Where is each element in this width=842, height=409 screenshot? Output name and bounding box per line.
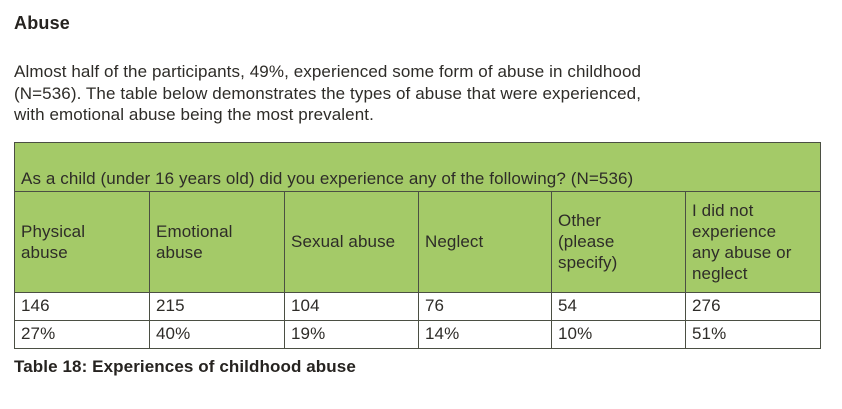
column-header-physical-abuse: Physical abuse (14, 190, 150, 293)
percent-emotional-abuse: 40% (149, 319, 285, 349)
report-page: Abuse Almost half of the participants, 4… (13, 13, 822, 376)
count-other: 54 (551, 291, 686, 321)
column-header-no-abuse-or-neglect: I did not experience any abuse or neglec… (684, 190, 822, 293)
percent-neglect: 14% (418, 319, 552, 349)
count-physical-abuse: 146 (14, 291, 150, 321)
table-percent-row: 27% 40% 19% 14% 10% 51% (14, 319, 822, 349)
column-header-other-please-specify: Other (please specify) (551, 190, 686, 293)
table-caption: Table 18: Experiences of childhood abuse (14, 356, 356, 376)
count-sexual-abuse: 104 (284, 291, 419, 321)
table-question-cell: As a child (under 16 years old) did you … (13, 141, 822, 192)
table-count-row: 146 215 104 76 54 276 (14, 291, 822, 321)
count-emotional-abuse: 215 (149, 291, 285, 321)
column-header-neglect: Neglect (418, 190, 552, 293)
column-header-emotional-abuse: Emotional abuse (149, 190, 285, 293)
table-question-row: As a child (under 16 years old) did you … (13, 141, 822, 192)
intro-paragraph: Almost half of the participants, 49%, ex… (14, 62, 642, 124)
section-heading: Abuse (14, 13, 71, 33)
childhood-abuse-table: As a child (under 16 years old) did you … (13, 141, 822, 349)
percent-no-abuse: 51% (684, 319, 822, 349)
percent-physical-abuse: 27% (14, 319, 150, 349)
count-no-abuse: 276 (684, 291, 822, 321)
count-neglect: 76 (418, 291, 552, 321)
percent-other: 10% (551, 319, 686, 349)
percent-sexual-abuse: 19% (284, 319, 419, 349)
column-header-sexual-abuse: Sexual abuse (284, 190, 419, 293)
table-header-row: Physical abuse Emotional abuse Sexual ab… (14, 190, 822, 293)
